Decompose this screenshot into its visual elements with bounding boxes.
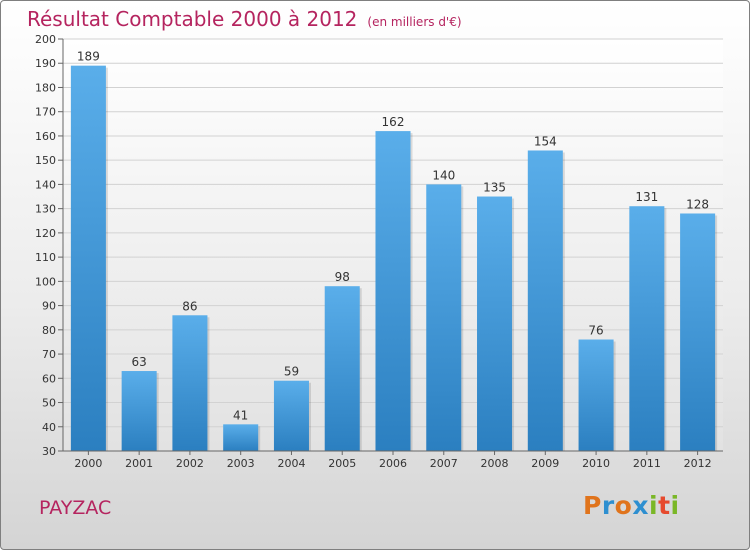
x-tick-label-2008: 2008 <box>481 457 509 470</box>
x-tick-label-2007: 2007 <box>430 457 458 470</box>
y-tick-label: 110 <box>35 251 56 264</box>
y-tick-label: 70 <box>42 348 56 361</box>
value-labels: 189 63 86 41 59 98 162 140 135 154 76 131 128 <box>77 50 709 423</box>
logo-letter: t <box>658 491 671 520</box>
y-tick-label: 60 <box>42 372 56 385</box>
value-label-2002: 86 <box>182 299 197 313</box>
x-tick-label-2009: 2009 <box>531 457 559 470</box>
value-label-2006: 162 <box>382 115 405 129</box>
x-tick-label-2003: 2003 <box>227 457 255 470</box>
proxiti-logo: Proxiti <box>583 491 680 520</box>
value-label-2000: 189 <box>77 50 100 64</box>
value-label-2004: 59 <box>284 365 299 379</box>
value-label-2001: 63 <box>132 355 147 369</box>
bar-2001 <box>121 371 157 451</box>
x-tick-label-2004: 2004 <box>277 457 305 470</box>
x-tick-label-2006: 2006 <box>379 457 407 470</box>
x-tick-label-2012: 2012 <box>684 457 712 470</box>
bar-2004 <box>273 380 309 451</box>
y-tick-label: 150 <box>35 154 56 167</box>
bar-2000 <box>70 65 106 452</box>
y-tick-label: 160 <box>35 130 56 143</box>
y-tick-label: 100 <box>35 275 56 288</box>
bar-2008 <box>477 196 513 451</box>
bar-2010 <box>578 339 614 451</box>
x-tick-label-2011: 2011 <box>633 457 661 470</box>
y-tick-label: 50 <box>42 397 56 410</box>
y-tick-label: 200 <box>35 33 56 46</box>
y-tick-label: 120 <box>35 227 56 240</box>
logo-letter: i <box>649 491 659 520</box>
y-tick-label: 190 <box>35 57 56 70</box>
value-label-2009: 154 <box>534 134 557 148</box>
y-tick-label: 40 <box>42 421 56 434</box>
logo-letter: x <box>632 491 649 520</box>
y-tick-label: 140 <box>35 178 56 191</box>
bar-2006 <box>375 131 411 451</box>
logo-letter: o <box>614 491 633 520</box>
bar-2011 <box>629 206 665 451</box>
value-label-2007: 140 <box>432 168 455 182</box>
logo-letter: i <box>670 491 680 520</box>
value-label-2005: 98 <box>335 270 350 284</box>
bars <box>70 65 718 452</box>
logo-letter: P <box>583 491 602 520</box>
y-tick-label: 180 <box>35 81 56 94</box>
logo-letter: r <box>601 491 615 520</box>
y-tick-label: 170 <box>35 106 56 119</box>
x-tick-label-2001: 2001 <box>125 457 153 470</box>
chart-title: Résultat Comptable 2000 à 2012 (en millie… <box>27 7 462 31</box>
chart-subtitle: (en milliers d'€) <box>367 15 462 29</box>
axes: 30 40 50 60 70 80 90 100 110 120 130 140 150 160 170 18… <box>35 33 723 470</box>
y-tick-label: 90 <box>42 300 56 313</box>
bar-2007 <box>426 184 462 452</box>
bar-2002 <box>172 315 208 451</box>
value-label-2008: 135 <box>483 181 506 195</box>
value-label-2011: 131 <box>635 190 658 204</box>
x-tick-label-2010: 2010 <box>582 457 610 470</box>
bar-2003 <box>223 424 259 451</box>
value-label-2003: 41 <box>233 408 248 422</box>
value-label-2010: 76 <box>588 324 603 338</box>
bar-2009 <box>527 150 563 451</box>
x-tick-label-2002: 2002 <box>176 457 204 470</box>
x-tick-label-2005: 2005 <box>328 457 356 470</box>
y-tick-label: 130 <box>35 203 56 216</box>
y-tick-label: 30 <box>42 445 56 458</box>
bar-2005 <box>324 286 360 451</box>
y-tick-label: 80 <box>42 324 56 337</box>
x-tick-label-2000: 2000 <box>74 457 102 470</box>
chart-title-text: Résultat Comptable 2000 à 2012 <box>27 7 358 31</box>
commune-name: PAYZAC <box>39 497 112 519</box>
value-label-2012: 128 <box>686 197 709 211</box>
bar-2012 <box>680 213 716 451</box>
